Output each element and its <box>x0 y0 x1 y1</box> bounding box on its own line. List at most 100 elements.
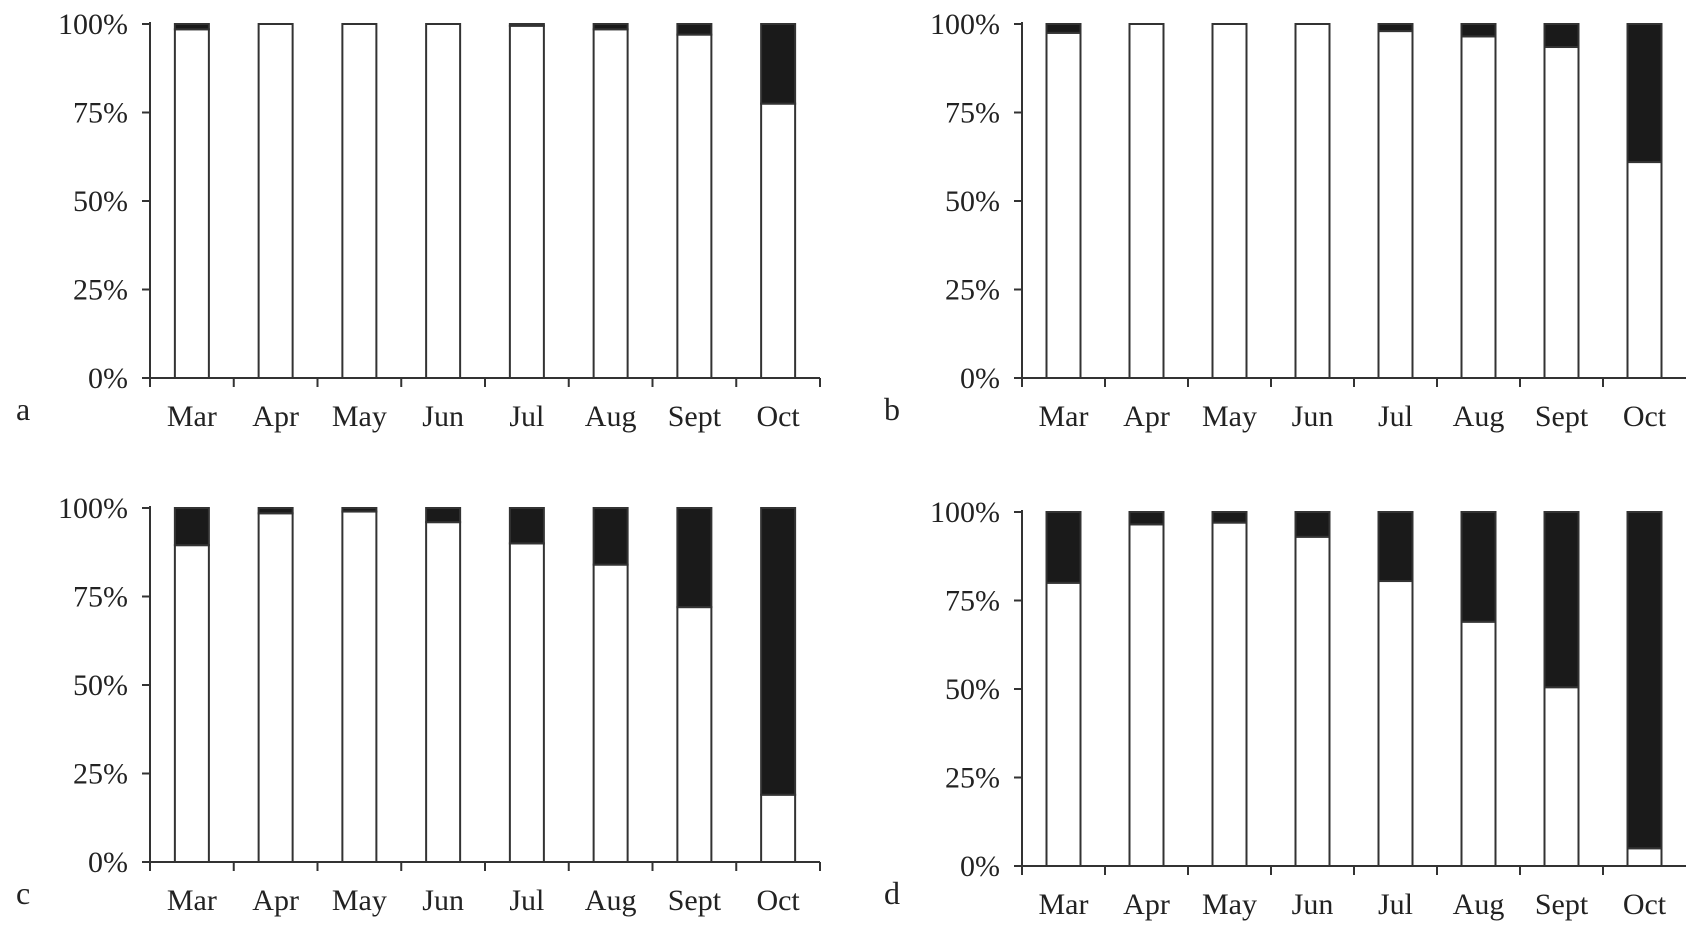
bar-segment-black <box>1211 511 1248 524</box>
bar-segment-white <box>1377 30 1414 380</box>
x-tick-label: Aug <box>585 400 637 433</box>
bar-segment-black <box>508 23 545 27</box>
y-tick-label: 75% <box>945 585 1000 618</box>
bar-segment-white <box>1460 35 1497 379</box>
bar-segment-white <box>760 793 797 863</box>
chart-panel-b: 0% 25% 50% 75% 100% Mar Apr May Jun Jul Aug Sept Oct… <box>884 8 1686 433</box>
y-tick-label: 0% <box>88 846 128 879</box>
y-tick-label: 100% <box>930 8 1000 41</box>
bar-segment-black <box>1626 23 1663 164</box>
bar-segment-white <box>173 28 210 380</box>
bar-segment-white <box>1211 521 1248 867</box>
chart-panel-a: 0% 25% 50% 75% 100% Mar Apr May Jun Jul Aug Sept Oct… <box>16 8 821 433</box>
bar-segment-black <box>173 507 210 547</box>
x-tick-label: May <box>332 400 387 433</box>
y-tick-label: 50% <box>945 185 1000 218</box>
bar-segment-white <box>1626 161 1663 379</box>
x-tick-label: Mar <box>1039 888 1089 921</box>
x-tick-label: Oct <box>1623 888 1667 921</box>
x-tick-label: Sept <box>668 884 722 917</box>
x-tick-label: Jul <box>509 884 544 917</box>
x-tick-label: Jun <box>1292 400 1334 433</box>
bar-segment-black <box>1543 511 1580 689</box>
bar-segment-black <box>1460 511 1497 623</box>
bar-segment-black <box>592 23 629 31</box>
bar-segment-black <box>1626 511 1663 850</box>
panel-label: b <box>884 391 900 427</box>
bar-segment-white <box>1543 686 1580 867</box>
y-tick-label: 25% <box>73 274 128 307</box>
x-tick-label: Sept <box>1535 400 1589 433</box>
bar-segment-white <box>1045 581 1082 867</box>
y-tick-label: 75% <box>73 97 128 130</box>
y-tick-label: 0% <box>960 850 1000 883</box>
bar-segment-black <box>341 507 378 513</box>
bar-segment-white <box>1045 31 1082 379</box>
bar-segment-white <box>425 521 462 863</box>
x-tick-label: Jun <box>1292 888 1334 921</box>
bar-segment-white <box>1626 847 1663 867</box>
x-tick-label: Sept <box>668 400 722 433</box>
bar-segment-white <box>341 510 378 863</box>
y-tick-label: 25% <box>945 762 1000 795</box>
bar-segment-white <box>1543 46 1580 379</box>
y-tick-label: 100% <box>58 8 128 41</box>
bar-segment-white <box>676 606 713 863</box>
bar-segment-white <box>257 23 294 379</box>
bar-segment-black <box>425 507 462 524</box>
x-tick-label: Sept <box>1535 888 1589 921</box>
y-tick-label: 0% <box>960 362 1000 395</box>
chart-panel-d: 0% 25% 50% 75% 100% Mar Apr May Jun Jul Aug Sept Oct… <box>884 496 1686 921</box>
bar-segment-black <box>1377 23 1414 33</box>
chart-panel-c: 0% 25% 50% 75% 100% Mar Apr May Jun Jul Aug Sept Oct… <box>16 492 821 917</box>
bar-segment-white <box>592 563 629 863</box>
x-tick-label: Aug <box>1453 888 1505 921</box>
bar-segment-white <box>1128 23 1165 379</box>
bar-segment-black <box>508 507 545 545</box>
bar-segment-white <box>508 542 545 864</box>
bar-segment-black <box>1045 23 1082 34</box>
bar-segment-black <box>1294 511 1331 538</box>
bar-segment-black <box>1460 23 1497 38</box>
bar-segment-white <box>1211 23 1248 379</box>
bar-segment-white <box>1377 580 1414 868</box>
x-tick-label: Jul <box>509 400 544 433</box>
x-tick-label: Mar <box>167 884 217 917</box>
x-tick-label: Apr <box>252 884 299 917</box>
x-tick-label: May <box>332 884 387 917</box>
x-tick-label: Mar <box>167 400 217 433</box>
bar-segment-white <box>676 33 713 380</box>
bar-segment-black <box>760 507 797 796</box>
y-tick-label: 100% <box>930 496 1000 529</box>
bar-segment-white <box>257 512 294 863</box>
y-tick-label: 100% <box>58 492 128 525</box>
x-tick-label: May <box>1202 888 1257 921</box>
y-tick-label: 50% <box>73 185 128 218</box>
x-tick-label: May <box>1202 400 1257 433</box>
bar-segment-black <box>1377 511 1414 583</box>
x-tick-label: Apr <box>1123 888 1170 921</box>
x-tick-label: Oct <box>756 400 800 433</box>
bar-segment-white <box>1460 620 1497 867</box>
bar-segment-black <box>592 507 629 566</box>
bar-segment-black <box>1543 23 1580 49</box>
bar-segment-white <box>425 23 462 379</box>
x-tick-label: Jul <box>1378 888 1413 921</box>
bar-segment-black <box>676 23 713 36</box>
bar-segment-white <box>508 24 545 380</box>
bar-segment-white <box>173 544 210 863</box>
panel-label: d <box>884 875 900 911</box>
bar-segment-black <box>1045 511 1082 584</box>
x-tick-label: Aug <box>1453 400 1505 433</box>
bar-segment-black <box>760 23 797 105</box>
y-tick-label: 50% <box>945 673 1000 706</box>
bar-segment-white <box>1294 535 1331 868</box>
panel-label: a <box>16 391 30 427</box>
y-tick-label: 50% <box>73 669 128 702</box>
bar-segment-black <box>676 507 713 609</box>
bar-segment-white <box>1128 523 1165 867</box>
x-tick-label: Jun <box>422 400 464 433</box>
x-tick-label: Oct <box>1623 400 1667 433</box>
x-tick-label: Apr <box>1123 400 1170 433</box>
